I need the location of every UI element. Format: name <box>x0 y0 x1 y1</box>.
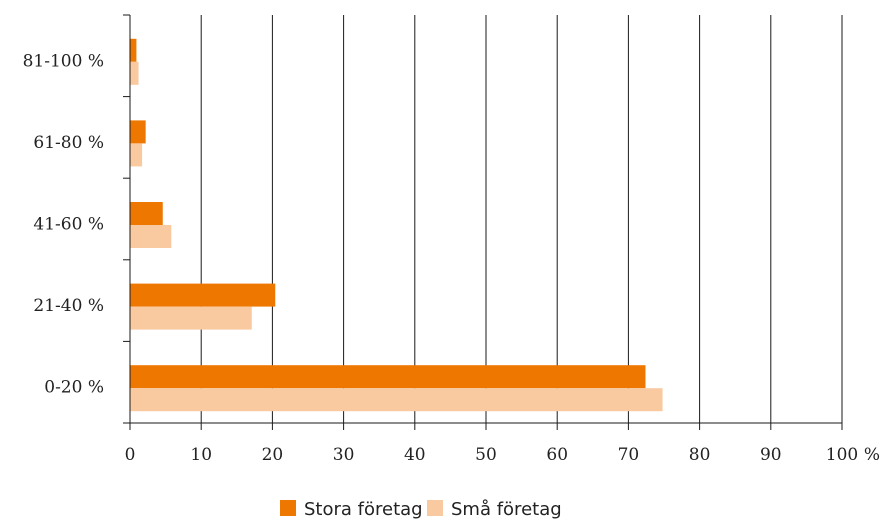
y-axis-labels: 81-100 % 61-80 % 41-60 % 21-40 % 0-20 % <box>23 51 104 397</box>
x-tick-label: 0 <box>125 445 136 465</box>
bar <box>130 202 163 225</box>
bar <box>130 388 663 412</box>
x-tick-label: 80 <box>689 445 711 465</box>
y-tick-label: 41-60 % <box>33 215 104 235</box>
y-tick-label: 21-40 % <box>33 296 104 316</box>
bar <box>130 365 646 389</box>
y-tick-label: 61-80 % <box>33 133 104 153</box>
legend-label: Stora företag <box>304 499 423 520</box>
bar <box>130 143 143 167</box>
x-tick-label: 90 <box>760 445 782 465</box>
x-tick-label: 10 <box>190 445 212 465</box>
x-tick-label: 60 <box>546 445 568 465</box>
legend-swatch <box>280 500 296 516</box>
x-tick-label: 40 <box>404 445 426 465</box>
bar <box>130 38 137 62</box>
x-axis-unit: % <box>864 445 880 465</box>
axes <box>123 14 843 430</box>
legend-label: Små företag <box>451 499 562 520</box>
x-tick-label: 20 <box>262 445 284 465</box>
bars <box>130 38 663 412</box>
legend: Stora företag Små företag <box>280 499 562 520</box>
x-tick-label: 100 <box>826 445 858 465</box>
bar <box>130 225 172 248</box>
x-tick-label: 70 <box>618 445 640 465</box>
legend-swatch <box>427 500 443 516</box>
x-tick-label: 50 <box>475 445 497 465</box>
bar <box>130 306 252 330</box>
y-tick-label: 81-100 % <box>23 51 104 71</box>
x-axis-labels: 0 10 20 30 40 50 60 70 80 90 100 <box>125 445 859 465</box>
bar <box>130 61 139 85</box>
bar <box>130 283 276 307</box>
y-tick-label: 0-20 % <box>44 378 104 398</box>
grid-lines <box>200 15 843 423</box>
x-tick-label: 30 <box>333 445 355 465</box>
bar <box>130 120 146 144</box>
